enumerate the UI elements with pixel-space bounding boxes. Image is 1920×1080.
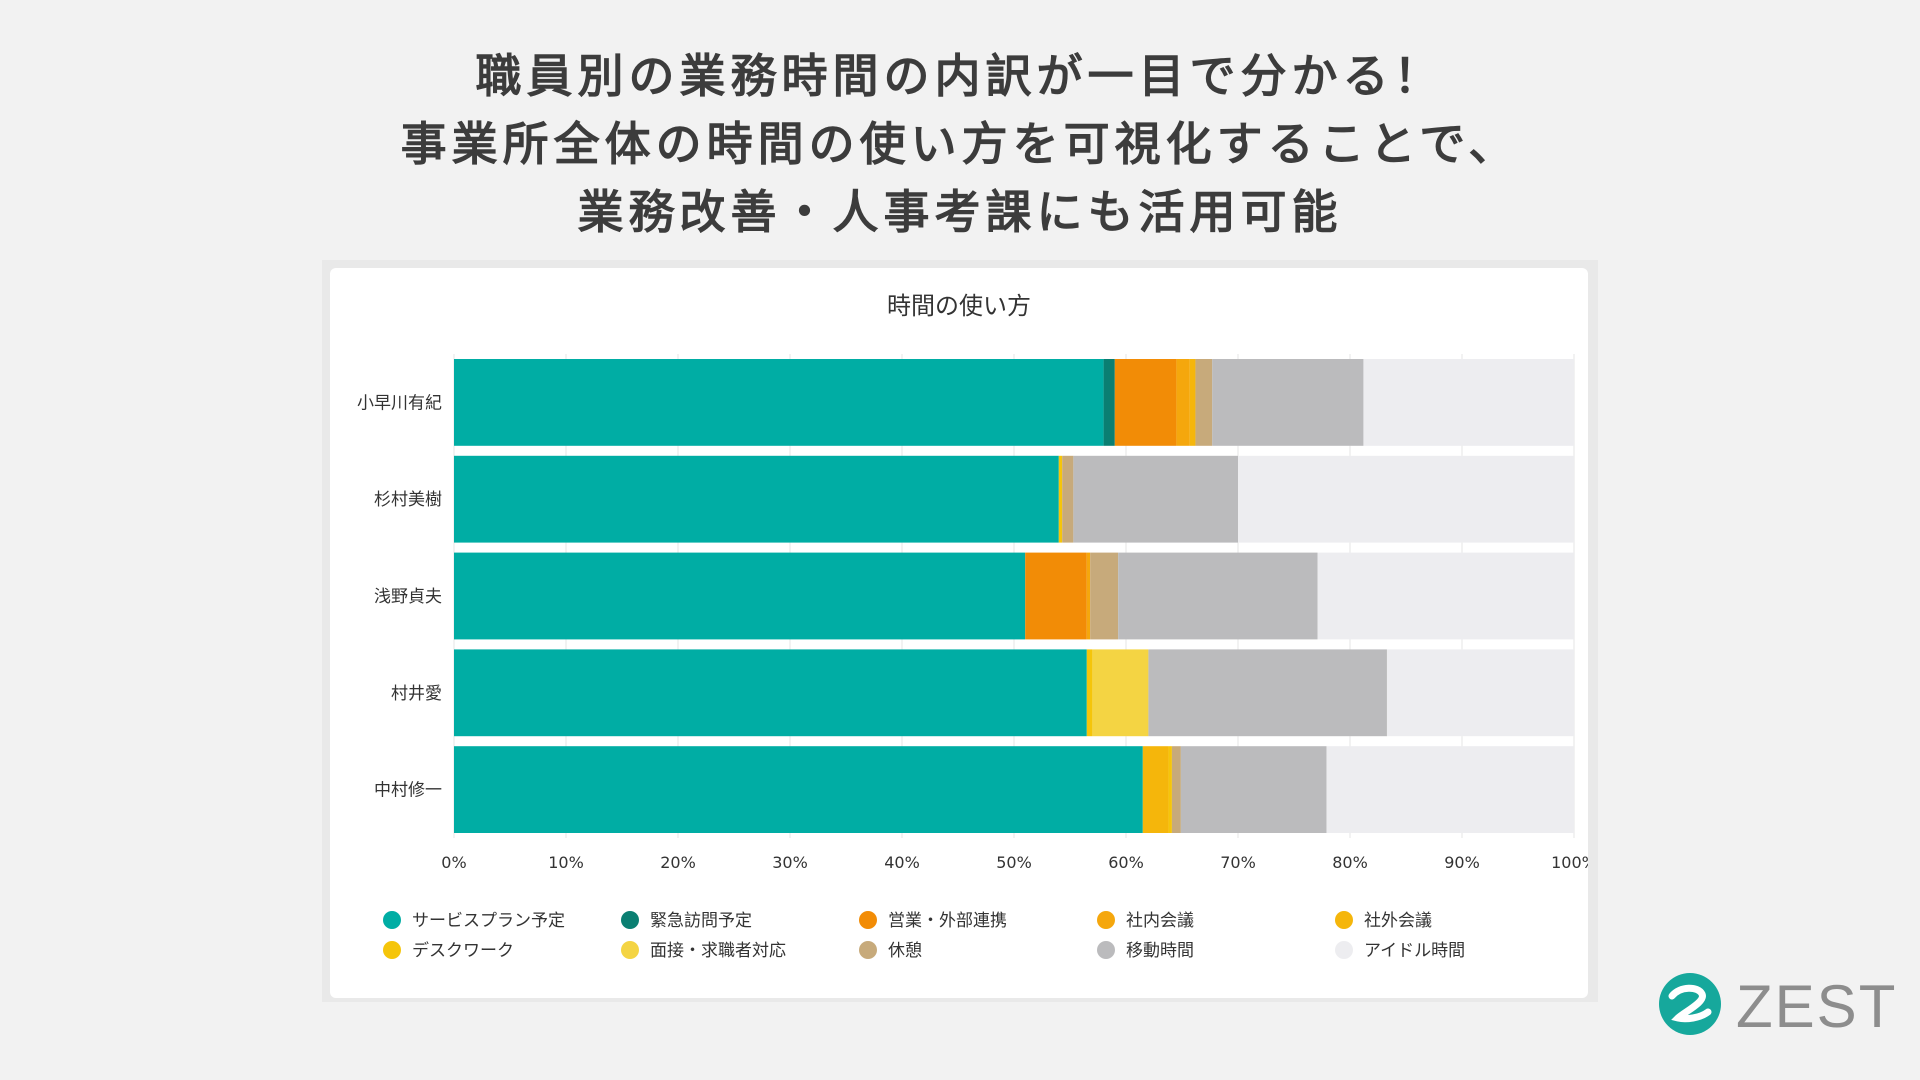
legend-label: 移動時間 (1126, 941, 1194, 961)
bar-segment (1058, 455, 1063, 543)
legend-label: 社外会議 (1364, 911, 1432, 931)
bar-segment (1025, 552, 1087, 640)
x-tick-label: 90% (1444, 853, 1480, 872)
zest-logo-icon (1659, 973, 1721, 1035)
headline-line-3: 業務改善・人事考課にも活用可能 (577, 185, 1343, 239)
bar-segment (1086, 649, 1093, 737)
bar-segment (1171, 746, 1181, 833)
chart-title: 時間の使い方 (887, 292, 1031, 320)
headline: 職員別の業務時間の内訳が一目で分かる！ 事業所全体の時間の使い方を可視化すること… (0, 42, 1920, 246)
bar-segment (1090, 552, 1119, 640)
legend-marker (1097, 941, 1115, 959)
bar-segment (1386, 649, 1574, 737)
bar-segment (1195, 359, 1213, 446)
bar-segment (1092, 649, 1149, 737)
legend-marker (859, 911, 877, 929)
bar-segment (1168, 746, 1172, 833)
x-tick-label: 80% (1332, 853, 1368, 872)
bar-segment (454, 552, 1026, 640)
legend-label: アイドル時間 (1364, 941, 1465, 961)
bar-segment (1142, 746, 1169, 833)
legend-label: デスクワーク (412, 940, 514, 961)
legend-marker (621, 911, 639, 929)
bar-segment (454, 649, 1087, 737)
bar-segment (1317, 552, 1574, 640)
bar-segment (1062, 455, 1074, 543)
x-tick-label: 0% (441, 853, 466, 872)
legend-label: 休憩 (888, 941, 922, 961)
legend-label: 緊急訪問予定 (650, 911, 752, 931)
bar-segment (1118, 552, 1318, 640)
legend-marker (383, 941, 401, 959)
category-label: 中村修一 (374, 781, 442, 801)
x-tick-label: 20% (660, 853, 696, 872)
legend-label: 社内会議 (1126, 911, 1194, 931)
bar-segment (1326, 746, 1574, 833)
legend-marker (1335, 911, 1353, 929)
x-tick-label: 50% (996, 853, 1032, 872)
bar-segment (454, 359, 1104, 446)
x-tick-label: 10% (548, 853, 584, 872)
bar-segment (1176, 359, 1190, 446)
legend-marker (859, 941, 877, 959)
x-tick-label: 30% (772, 853, 808, 872)
legend-marker (621, 941, 639, 959)
bar-segment (1073, 455, 1238, 543)
zest-logo: ZEST (1656, 970, 1895, 1040)
legend-label: 営業・外部連携 (888, 911, 1007, 931)
bar-segment (1189, 359, 1196, 446)
legend-marker (383, 911, 401, 929)
legend-marker (1335, 941, 1353, 959)
category-label: 浅野貞夫 (374, 587, 442, 607)
headline-line-2: 事業所全体の時間の使い方を可視化することで、 (400, 117, 1520, 171)
bar-segment (1086, 552, 1091, 640)
legend-marker (1097, 911, 1115, 929)
x-tick-label: 40% (884, 853, 920, 872)
bar-segment (1363, 359, 1574, 446)
category-label: 小早川有紀 (357, 393, 442, 413)
legend-label: サービスプラン予定 (412, 911, 565, 931)
chart-card: 時間の使い方 小早川有紀杉村美樹浅野貞夫村井愛中村修一 0% 10% 20% 30% 40… (330, 268, 1588, 998)
bar-segment (1180, 746, 1327, 833)
bar-segment (454, 746, 1143, 833)
headline-line-1: 職員別の業務時間の内訳が一目で分かる！ (475, 49, 1445, 103)
x-tick-label: 70% (1220, 853, 1256, 872)
category-label: 杉村美樹 (374, 490, 442, 510)
category-label: 村井愛 (391, 684, 442, 704)
bar-segment (1148, 649, 1387, 737)
logo-text: ZEST (1736, 973, 1898, 1040)
bar-segment (1114, 359, 1177, 446)
bar-segment (1212, 359, 1364, 446)
legend-label: 面接・求職者対応 (650, 941, 786, 961)
x-tick-label: 60% (1108, 853, 1144, 872)
bar-segment (1238, 455, 1574, 543)
x-tick-label: 100% (1551, 853, 1588, 872)
bar-segment (454, 455, 1059, 543)
bar-segment (1103, 359, 1115, 446)
